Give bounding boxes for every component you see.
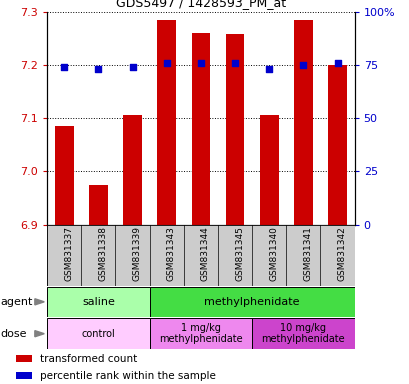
Text: GSM831344: GSM831344 [200, 227, 209, 281]
Point [197, 60, 204, 66]
Point [129, 64, 135, 70]
Point [299, 62, 306, 68]
Bar [293, 20, 312, 225]
Bar [149, 287, 354, 317]
Text: GSM831341: GSM831341 [303, 227, 312, 281]
Bar [16, 355, 32, 362]
Point [163, 60, 170, 66]
Point [95, 66, 101, 72]
Bar [157, 20, 176, 225]
Point [333, 60, 340, 66]
Text: GSM831345: GSM831345 [234, 227, 243, 281]
Text: percentile rank within the sample: percentile rank within the sample [40, 371, 215, 381]
Bar [191, 33, 210, 225]
Text: transformed count: transformed count [40, 354, 137, 364]
Text: GSM831338: GSM831338 [98, 227, 107, 281]
Bar [123, 116, 142, 225]
Text: GSM831340: GSM831340 [269, 227, 278, 281]
Bar [89, 185, 108, 225]
Point [265, 66, 272, 72]
Text: 1 mg/kg
methylphenidate: 1 mg/kg methylphenidate [159, 323, 242, 344]
Point [61, 64, 67, 70]
Bar [225, 34, 244, 225]
Bar [327, 65, 346, 225]
Text: dose: dose [1, 329, 27, 339]
Text: GSM831342: GSM831342 [337, 227, 346, 281]
Title: GDS5497 / 1428593_PM_at: GDS5497 / 1428593_PM_at [116, 0, 285, 9]
Bar [259, 116, 278, 225]
Text: agent: agent [1, 297, 33, 307]
Text: methylphenidate: methylphenidate [204, 297, 299, 307]
Text: control: control [81, 328, 115, 339]
Bar [47, 287, 149, 317]
Text: GSM831343: GSM831343 [166, 227, 175, 281]
Text: GSM831337: GSM831337 [64, 227, 73, 281]
Text: GSM831339: GSM831339 [132, 227, 141, 281]
Point [231, 60, 238, 66]
Text: 10 mg/kg
methylphenidate: 10 mg/kg methylphenidate [261, 323, 344, 344]
Bar [16, 372, 32, 379]
Bar [47, 318, 149, 349]
Bar [55, 126, 74, 225]
Bar [252, 318, 354, 349]
Bar [149, 318, 252, 349]
Text: saline: saline [82, 297, 115, 307]
